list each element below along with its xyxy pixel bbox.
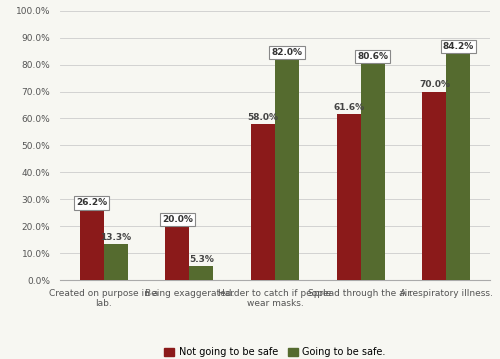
Text: 13.3%: 13.3% bbox=[100, 233, 131, 242]
Bar bbox=[251, 124, 275, 280]
Text: 82.0%: 82.0% bbox=[272, 48, 302, 57]
Text: 80.6%: 80.6% bbox=[357, 52, 388, 61]
Bar bbox=[104, 244, 128, 280]
Legend: Not going to be safe, Going to be safe.: Not going to be safe, Going to be safe. bbox=[160, 344, 390, 359]
Bar bbox=[446, 53, 470, 280]
Bar bbox=[80, 210, 104, 280]
Bar bbox=[275, 59, 299, 280]
Bar bbox=[190, 266, 214, 280]
Text: 26.2%: 26.2% bbox=[76, 198, 107, 208]
Text: 20.0%: 20.0% bbox=[162, 215, 192, 224]
Bar bbox=[422, 92, 446, 280]
Text: 58.0%: 58.0% bbox=[248, 113, 278, 122]
Bar bbox=[360, 63, 384, 280]
Text: 84.2%: 84.2% bbox=[443, 42, 474, 51]
Text: 61.6%: 61.6% bbox=[333, 103, 364, 112]
Text: 5.3%: 5.3% bbox=[189, 255, 214, 264]
Bar bbox=[166, 226, 190, 280]
Bar bbox=[336, 114, 360, 280]
Text: 70.0%: 70.0% bbox=[419, 80, 450, 89]
